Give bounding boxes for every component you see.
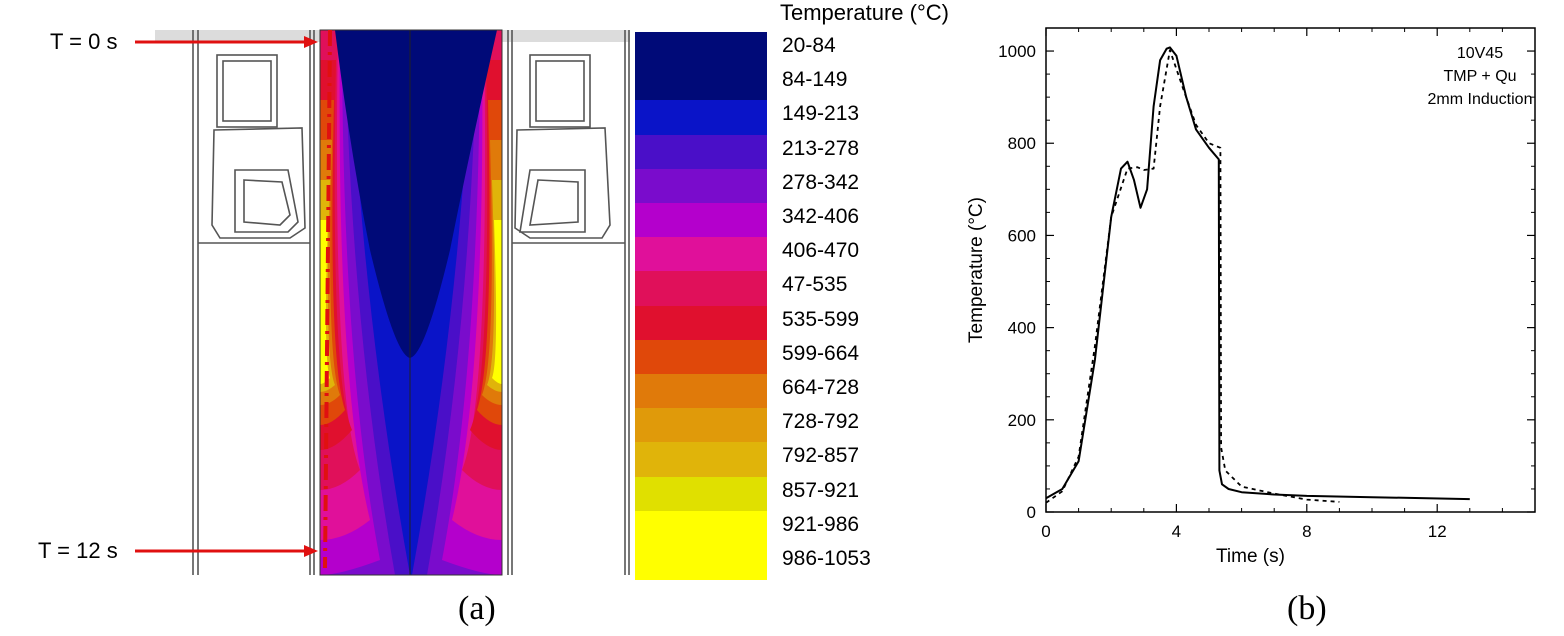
chart-annotation-line: TMP + Qu <box>1443 68 1516 85</box>
legend-label: 792-857 <box>782 444 860 468</box>
chart-axes <box>1045 27 1536 513</box>
legend-label: 149-213 <box>782 102 860 126</box>
x-axis-label: Time (s) <box>1216 546 1285 567</box>
legend-swatch <box>635 168 767 204</box>
right-induction-coil <box>507 30 630 575</box>
legend-label: 921-986 <box>782 512 860 536</box>
legend-label: 20-84 <box>782 34 836 57</box>
legend-swatch <box>635 442 767 478</box>
caption-b: (b) <box>1287 590 1327 627</box>
legend-swatch <box>635 545 767 580</box>
workpiece-temperature-field <box>320 30 502 575</box>
time-start-arrow <box>135 36 318 48</box>
legend-swatch <box>635 66 767 101</box>
legend-label: 728-792 <box>782 410 860 434</box>
chart-annotation-line: 10V45 <box>1457 45 1503 62</box>
y-tick-label: 600 <box>1008 226 1036 245</box>
x-tick-label: 8 <box>1302 522 1311 541</box>
legend-label: 599-664 <box>782 341 860 365</box>
x-tick-label: 0 <box>1041 522 1050 541</box>
legend-label: 857-921 <box>782 478 860 502</box>
legend-label: 986-1053 <box>782 547 871 570</box>
legend-swatch <box>635 100 767 136</box>
legend-swatch <box>635 374 767 409</box>
chart-series <box>1045 46 1470 504</box>
measured-temperature-line <box>1045 46 1470 501</box>
legend-swatch <box>635 339 767 375</box>
legend-title: Temperature (°C) <box>780 0 949 25</box>
y-tick-label: 800 <box>1008 134 1036 153</box>
x-tick-label: 12 <box>1428 522 1447 541</box>
time-end-arrow <box>135 545 318 557</box>
legend-label: 406-470 <box>782 239 860 263</box>
legend-swatch <box>635 134 767 170</box>
legend-swatch <box>635 305 767 341</box>
time-start-label: T = 0 s <box>50 29 118 54</box>
chart-annotation-line: 2mm Induction <box>1428 91 1533 108</box>
fe-temperature-contour-figure <box>135 29 630 576</box>
caption-a: (a) <box>458 590 496 627</box>
measurement-path-line <box>323 29 332 569</box>
legend-swatch <box>635 32 767 67</box>
y-tick-label: 200 <box>1008 411 1036 430</box>
workpiece-outline <box>319 29 503 576</box>
plot-frame <box>1045 27 1536 513</box>
legend-label: 278-342 <box>782 170 860 194</box>
legend-label: 535-599 <box>782 307 860 331</box>
y-tick-label: 0 <box>1027 503 1036 522</box>
y-tick-label: 400 <box>1008 319 1036 338</box>
legend-label: 342-406 <box>782 205 860 228</box>
legend-swatch <box>635 408 767 443</box>
legend-label: 664-728 <box>782 376 860 399</box>
legend-label: 47-535 <box>782 273 848 297</box>
legend-label: 213-278 <box>782 136 860 160</box>
temperature-time-chart: 0 4 8 12 0 200 400 600 800 1000 Time (s) Temperatur… <box>966 27 1536 567</box>
chart-text: 0 4 8 12 0 200 400 600 800 1000 Time (s) Temperatur… <box>966 42 1532 567</box>
legend-swatch <box>635 271 767 307</box>
legend-swatch <box>635 237 767 272</box>
left-induction-coil <box>192 30 315 575</box>
legend-swatch <box>635 476 767 512</box>
y-tick-label: 1000 <box>998 42 1036 61</box>
x-tick-label: 4 <box>1172 522 1181 541</box>
y-axis-label: Temperature (°C) <box>966 197 987 343</box>
legend-label: 84-149 <box>782 68 848 92</box>
legend-swatch <box>635 510 767 546</box>
legend-swatch <box>635 203 767 238</box>
simulated-temperature-line <box>1045 49 1340 504</box>
time-end-label: T = 12 s <box>38 538 118 563</box>
